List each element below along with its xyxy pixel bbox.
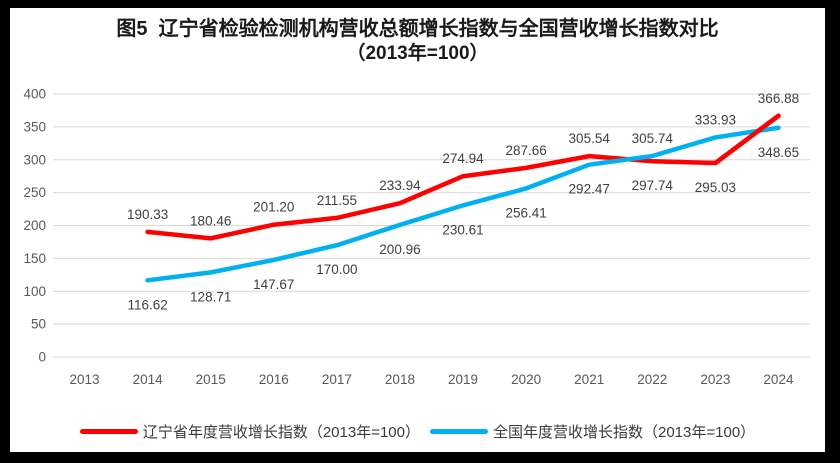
y-axis-tick-label: 250 (23, 185, 46, 200)
y-axis-tick-label: 100 (23, 284, 46, 299)
data-label-series-0: 180.46 (190, 213, 231, 228)
series-line-1 (145, 125, 781, 283)
data-label-series-1: 230.61 (442, 222, 483, 237)
legend-label-liaoning: 辽宁省年度营收增长指数（2013年=100） (142, 423, 420, 441)
chart-canvas: 0 50 100 150 200 250 300 350 400 2013 2014 2015 2016… (23, 87, 810, 387)
series-line-0 (145, 113, 781, 241)
y-axis-tick-label: 50 (31, 317, 46, 332)
legend-item-liaoning: 辽宁省年度营收增长指数（2013年=100） (79, 421, 420, 442)
y-axis-tick-label: 400 (23, 87, 46, 102)
x-axis-tick-label: 2016 (259, 372, 289, 387)
data-label-series-1: 292.47 (569, 182, 610, 197)
data-label-series-0: 274.94 (442, 151, 484, 166)
x-axis-tick-label: 2019 (448, 372, 478, 387)
y-axis-tick-label: 0 (38, 350, 46, 365)
x-axis-tick-label: 2013 (70, 372, 100, 387)
y-axis-tick-label: 150 (23, 251, 46, 266)
data-label-series-0: 287.66 (505, 143, 546, 158)
x-axis-tick-label: 2022 (637, 372, 667, 387)
x-axis-tick-label: 2018 (385, 372, 415, 387)
data-label-series-1: 116.62 (127, 297, 167, 312)
data-label-series-1: 200.96 (379, 242, 420, 257)
legend-line-swatch-liaoning-icon (79, 428, 138, 434)
data-label-series-1: 333.93 (695, 112, 736, 127)
x-axis-tick-label: 2020 (511, 372, 541, 387)
data-label-series-0: 190.33 (127, 207, 168, 222)
data-label-series-0: 295.03 (695, 180, 736, 195)
data-label-series-1: 147.67 (253, 277, 294, 292)
chart-title-line1: 图5 辽宁省检验检测机构营收总额增长指数与全国营收增长指数对比 (116, 18, 719, 40)
y-axis-tick-label: 300 (23, 152, 46, 167)
data-label-series-0: 201.20 (253, 200, 294, 215)
y-axis-tick-label: 200 (23, 218, 46, 233)
x-axis-tick-label: 2017 (322, 372, 352, 387)
data-label-series-1: 128.71 (190, 289, 231, 304)
data-label-series-1: 170.00 (316, 262, 357, 277)
legend-label-national: 全国年度营收增长指数（2013年=100） (493, 423, 756, 441)
x-axis-tick-label: 2024 (763, 372, 794, 387)
x-axis-tick-label: 2023 (700, 372, 730, 387)
legend-item-national: 全国年度营收增长指数（2013年=100） (430, 421, 755, 442)
data-label-series-1: 256.41 (505, 205, 546, 220)
chart-title: 图5 辽宁省检验检测机构营收总额增长指数与全国营收增长指数对比 （2013年=1… (10, 17, 825, 65)
y-axis-tick-label: 350 (23, 119, 46, 134)
chart-title-line2: （2013年=100） (346, 43, 489, 64)
legend-line-swatch-national-icon (430, 428, 488, 434)
data-label-series-0: 233.94 (379, 178, 421, 193)
data-label-series-0: 305.54 (569, 131, 611, 146)
x-axis-tick-label: 2015 (196, 372, 226, 387)
data-label-series-1: 305.74 (632, 131, 674, 146)
data-label-series-1: 348.65 (758, 145, 799, 160)
series-line-0-top-segment (713, 113, 781, 166)
x-axis-tick-label: 2021 (574, 372, 604, 387)
data-label-series-0: 366.88 (758, 91, 799, 106)
chart-legend: 辽宁省年度营收增长指数（2013年=100） 全国年度营收增长指数（2013年=… (10, 416, 825, 446)
data-label-series-0: 211.55 (317, 193, 357, 208)
x-axis-tick-label: 2014 (133, 372, 164, 387)
data-label-series-0: 297.74 (632, 178, 674, 193)
